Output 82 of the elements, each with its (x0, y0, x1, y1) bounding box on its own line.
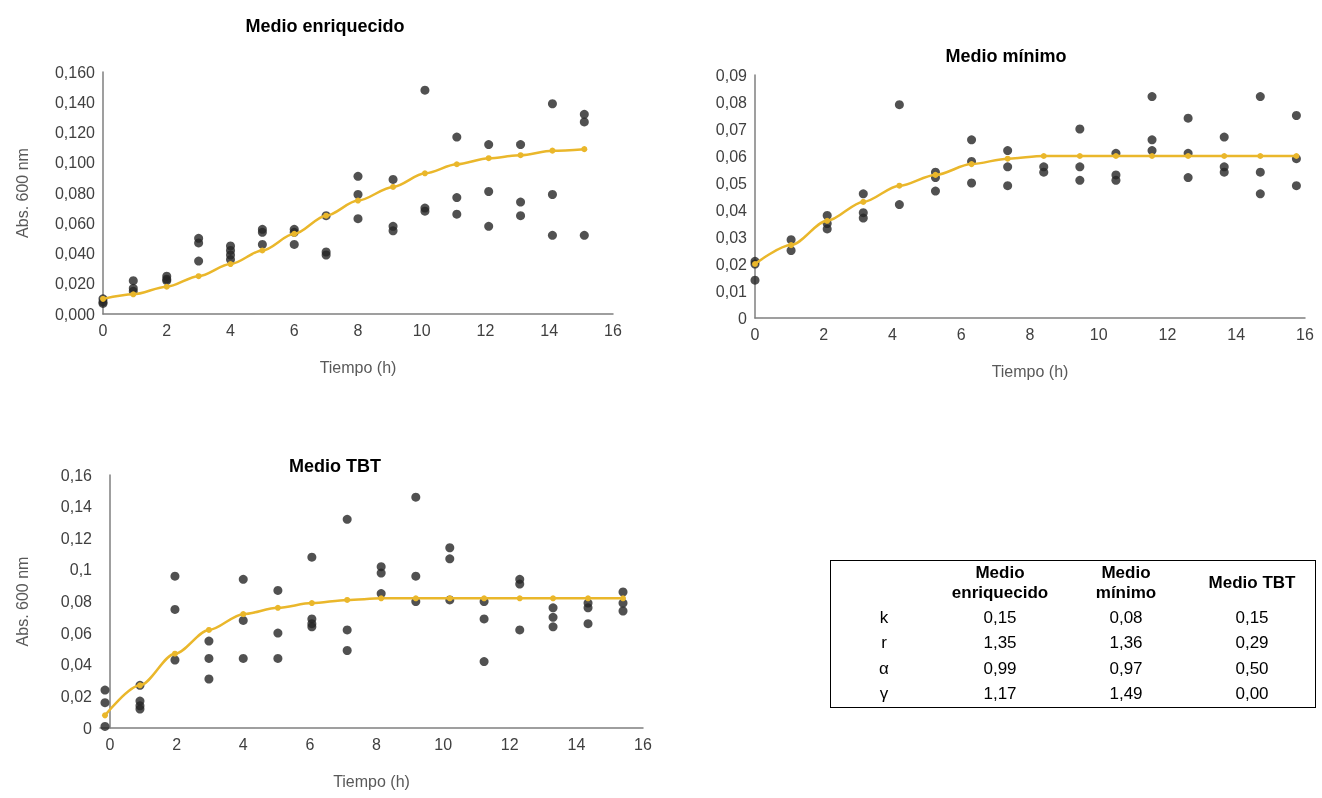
category-label: k (879, 607, 889, 627)
x-tick-label: 4 (238, 735, 248, 753)
category-label: Medio TBT (1207, 572, 1297, 594)
y-tick-label: 0,080 (54, 184, 96, 202)
y-tick-label: 0,000 (54, 305, 96, 323)
y-tick-label: 0,06 (715, 147, 748, 165)
x-tick-label: 0 (98, 321, 108, 339)
text: 0,97 (1109, 658, 1143, 678)
text: 0,15 (1235, 607, 1269, 627)
x-tick-label: 16 (634, 735, 652, 753)
x-tick-label: 12 (476, 321, 495, 339)
y-tick-label: 0 (738, 309, 748, 327)
x-axis-title: Tiempo (h) (319, 358, 397, 376)
x-tick-label: 8 (353, 321, 363, 339)
y-tick-label: 0,03 (715, 228, 748, 246)
x-tick-label: 6 (289, 321, 299, 339)
y-tick-label: 0,08 (715, 93, 748, 111)
y-tick-label: 0,14 (60, 498, 93, 516)
category-label: Medio enriquecido (950, 562, 1050, 604)
x-tick-label: 12 (1158, 325, 1177, 343)
y-tick-label: 0,06 (60, 624, 93, 642)
x-tick-label: 8 (1025, 325, 1035, 343)
y-tick-label: 0,020 (54, 275, 96, 293)
x-tick-label: 14 (540, 321, 559, 339)
y-tick-label: 0,160 (54, 63, 96, 81)
x-tick-label: 16 (604, 321, 622, 339)
x-tick-label: 10 (412, 321, 431, 339)
x-tick-label: 2 (819, 325, 829, 343)
x-tick-label: 12 (500, 735, 519, 753)
y-tick-label: 0,140 (54, 93, 96, 111)
y-tick-label: 0,060 (54, 214, 96, 232)
text: 0,99 (983, 658, 1017, 678)
x-tick-label: 10 (1089, 325, 1108, 343)
text: 0,50 (1235, 658, 1269, 678)
text: 0,00 (1235, 684, 1269, 704)
y-tick-label: 0,1 (69, 561, 93, 579)
text: 1,35 (983, 633, 1017, 653)
x-tick-label: 4 (226, 321, 236, 339)
chart-title: Medio mínimo (945, 46, 1067, 66)
text: 1,49 (1109, 684, 1143, 704)
x-tick-label: 4 (888, 325, 898, 343)
y-tick-label: 0,09 (715, 66, 748, 84)
y-tick-label: 0,12 (60, 529, 93, 547)
text: 1,17 (983, 684, 1017, 704)
y-tick-label: 0,05 (715, 174, 748, 192)
x-axis-title: Tiempo (h) (333, 772, 410, 790)
y-tick-label: 0,07 (715, 120, 748, 138)
x-tick-label: 14 (567, 735, 586, 753)
x-tick-label: 6 (956, 325, 966, 343)
y-tick-label: 0,120 (54, 124, 96, 141)
y-tick-label: 0,040 (54, 245, 96, 262)
chart-title: Medio enriquecido (245, 16, 405, 36)
y-tick-label: 0,100 (54, 154, 96, 172)
category-label: α (879, 658, 889, 678)
x-tick-label: 2 (162, 321, 172, 339)
y-tick-label: 0,04 (60, 656, 93, 674)
category-label: Medio mínimo (1094, 562, 1158, 604)
x-tick-label: 0 (750, 325, 760, 343)
x-tick-label: 6 (305, 735, 315, 753)
y-tick-label: 0,02 (715, 255, 748, 273)
text: 0,15 (983, 607, 1017, 627)
y-tick-label: 0,16 (60, 466, 93, 484)
y-axis-title: Abs. 600 nm (13, 148, 31, 238)
y-tick-label: 0 (83, 719, 93, 737)
category-label: r (881, 633, 887, 653)
x-tick-label: 14 (1227, 325, 1246, 343)
x-tick-label: 2 (172, 735, 182, 753)
x-axis-title: Tiempo (h) (991, 362, 1069, 380)
x-tick-label: 10 (434, 735, 453, 753)
text: 0,08 (1109, 607, 1143, 627)
y-tick-label: 0,01 (715, 282, 748, 300)
y-tick-label: 0,08 (60, 593, 93, 610)
chart-title: Medio TBT (289, 456, 381, 476)
category-label: γ (879, 684, 889, 704)
text: 1,36 (1109, 633, 1143, 653)
x-tick-label: 16 (1296, 325, 1314, 343)
text: 0,29 (1235, 633, 1269, 653)
x-tick-label: 0 (105, 735, 115, 753)
y-tick-label: 0,04 (715, 201, 748, 219)
y-axis-title: Abs. 600 nm (13, 556, 31, 647)
x-tick-label: 8 (372, 735, 382, 753)
y-tick-label: 0,02 (60, 687, 93, 705)
